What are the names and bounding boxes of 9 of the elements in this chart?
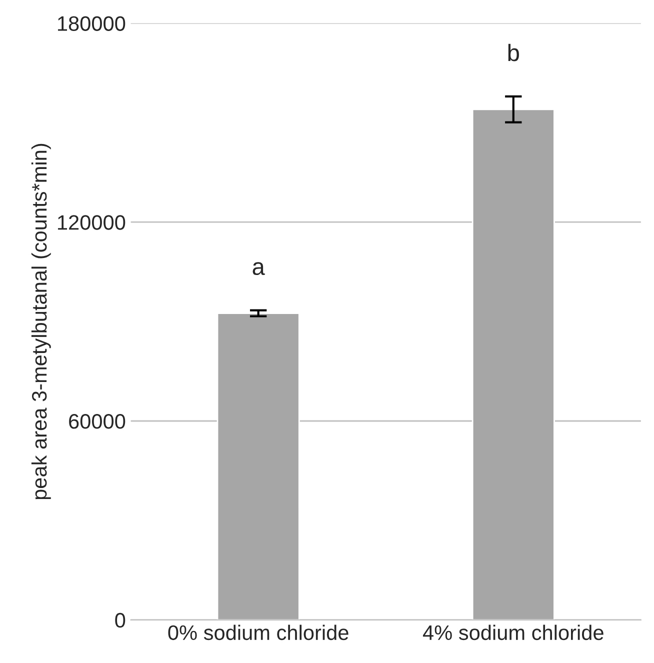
y-tick-label: 180000 [58, 16, 126, 31]
annotation: a [252, 262, 265, 276]
annotation: b [508, 44, 519, 62]
x-tick-label: 4% sodium chloride [422, 624, 604, 640]
y-tick-label: 120000 [58, 215, 126, 230]
y-tick-label: 60000 [69, 414, 126, 429]
y-axis-title: peak area 3-metylbutanal (counts*min) [31, 144, 51, 500]
x-tick-label: 0% sodium chloride [168, 624, 348, 640]
y-tick-label: 0 [115, 612, 126, 628]
